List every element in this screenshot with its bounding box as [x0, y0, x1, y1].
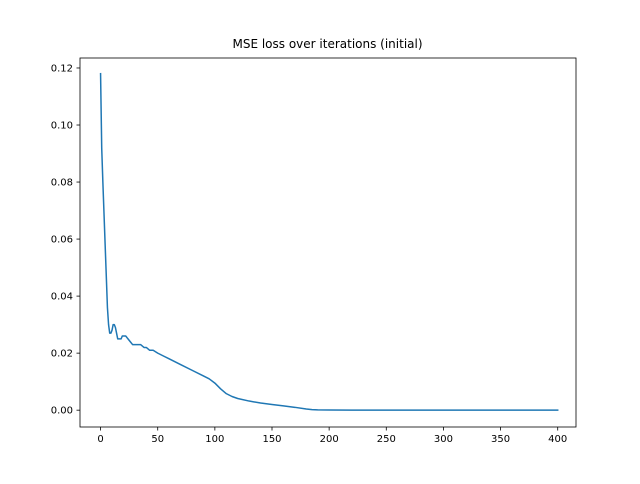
- y-tick-label: 0.06: [51, 235, 73, 246]
- y-tick-label: 0.00: [51, 406, 73, 417]
- x-tick-label: 50: [151, 434, 164, 445]
- y-tick-label: 0.02: [51, 349, 73, 360]
- y-axis: 0.00 0.02 0.04 0.06 0.08 0.10 0.12: [51, 63, 80, 417]
- x-tick-label: 350: [491, 434, 510, 445]
- x-axis: 0 50 100 150 200 250 300 350 400: [97, 427, 567, 445]
- x-tick-label: 0: [97, 434, 103, 445]
- x-tick-label: 200: [320, 434, 339, 445]
- plot-frame: [79, 57, 577, 428]
- loss-series-line: [99, 72, 559, 411]
- x-tick-label: 250: [377, 434, 396, 445]
- x-tick-label: 100: [205, 434, 224, 445]
- x-tick-label: 150: [262, 434, 281, 445]
- x-tick-label: 400: [548, 434, 567, 445]
- y-tick-label: 0.12: [51, 63, 73, 74]
- plot-area: [99, 72, 559, 411]
- chart-title: MSE loss over iterations (initial): [232, 37, 422, 51]
- y-tick-label: 0.08: [51, 178, 73, 189]
- x-tick-label: 300: [434, 434, 453, 445]
- y-tick-label: 0.04: [51, 292, 73, 303]
- y-tick-label: 0.10: [51, 121, 73, 132]
